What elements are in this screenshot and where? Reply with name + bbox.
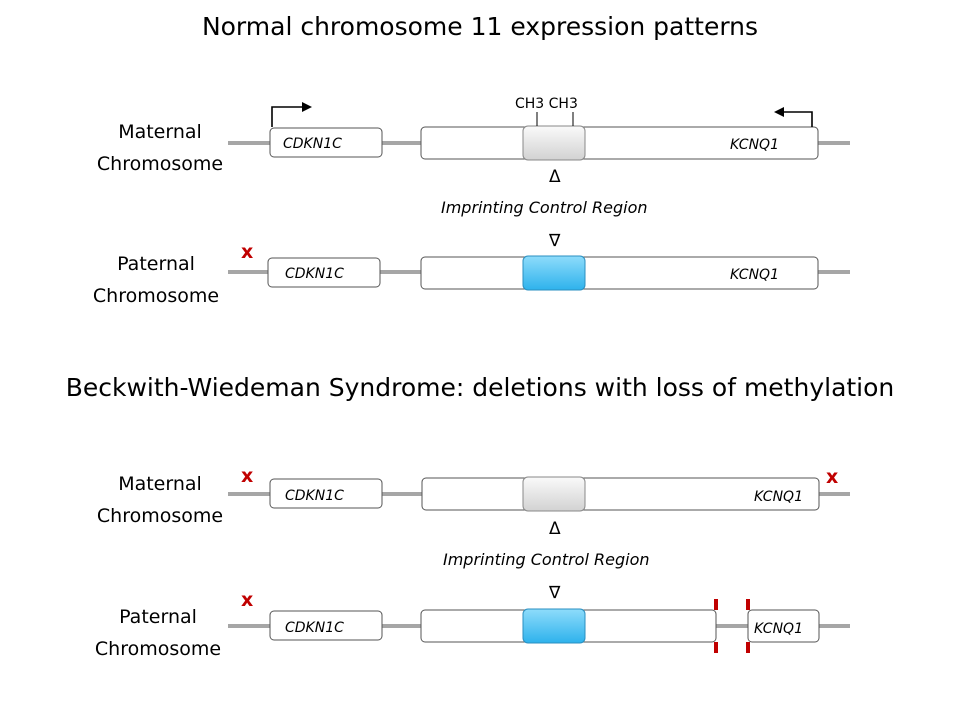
bws-paternal-cdkn1c-label: CDKN1C: [285, 620, 344, 636]
bws-maternal-icr-methylated: [522, 476, 586, 512]
bws-icr-label: Imprinting Control Region: [443, 550, 650, 569]
normal-maternal-chromosome: CDKN1C KCNQ1 CH3 CH3: [228, 96, 850, 161]
normal-maternal-kcnq1-label: KCNQ1: [730, 137, 779, 153]
normal-paternal-chromosome: CDKN1C KCNQ1: [228, 255, 850, 291]
bws-maternal-silenced-mark-right: x: [826, 466, 839, 488]
normal-section-title: Normal chromosome 11 expression patterns: [201, 12, 759, 41]
bws-icr-down-triangle-icon: ∇: [548, 583, 561, 603]
bws-maternal-kcnq1-label: KCNQ1: [754, 489, 803, 505]
normal-paternal-kcnq1-label: KCNQ1: [730, 267, 779, 283]
bws-paternal-icr-unmethylated: [522, 608, 586, 644]
bws-maternal-silenced-mark-left: x: [241, 465, 254, 487]
bws-section-title: Beckwith-Wiedeman Syndrome: deletions wi…: [65, 373, 895, 402]
kcnq1-expression-arrow-icon: [774, 107, 813, 127]
normal-maternal-label: Maternal Chromosome: [96, 121, 224, 175]
normal-maternal-icr-methylated: [522, 125, 586, 161]
normal-paternal-icr-unmethylated: [522, 255, 586, 291]
bws-maternal-cdkn1c-label: CDKN1C: [285, 488, 344, 504]
bws-paternal-kcnq1-label: KCNQ1: [754, 621, 803, 637]
normal-maternal-cdkn1c-label: CDKN1C: [283, 136, 342, 152]
normal-paternal-silenced-mark: x: [241, 241, 254, 263]
methyl-ch3-label: CH3 CH3: [515, 96, 578, 112]
bws-paternal-label: Paternal Chromosome: [94, 606, 222, 660]
bws-maternal-chromosome: CDKN1C KCNQ1: [228, 476, 850, 512]
bws-icr-up-triangle-icon: Δ: [549, 519, 561, 539]
bws-maternal-label: Maternal Chromosome: [96, 473, 224, 527]
bws-paternal-chromosome: CDKN1C KCNQ1: [228, 599, 850, 653]
deletion-breakpoint-marks: [714, 599, 750, 653]
cdkn1c-expression-arrow-icon: [271, 102, 312, 127]
normal-paternal-cdkn1c-label: CDKN1C: [285, 266, 344, 282]
bws-paternal-silenced-mark: x: [241, 589, 254, 611]
normal-icr-up-triangle-icon: Δ: [549, 167, 561, 187]
normal-paternal-label: Paternal Chromosome: [92, 253, 220, 307]
normal-icr-label: Imprinting Control Region: [441, 198, 648, 217]
normal-icr-down-triangle-icon: ∇: [548, 231, 561, 251]
